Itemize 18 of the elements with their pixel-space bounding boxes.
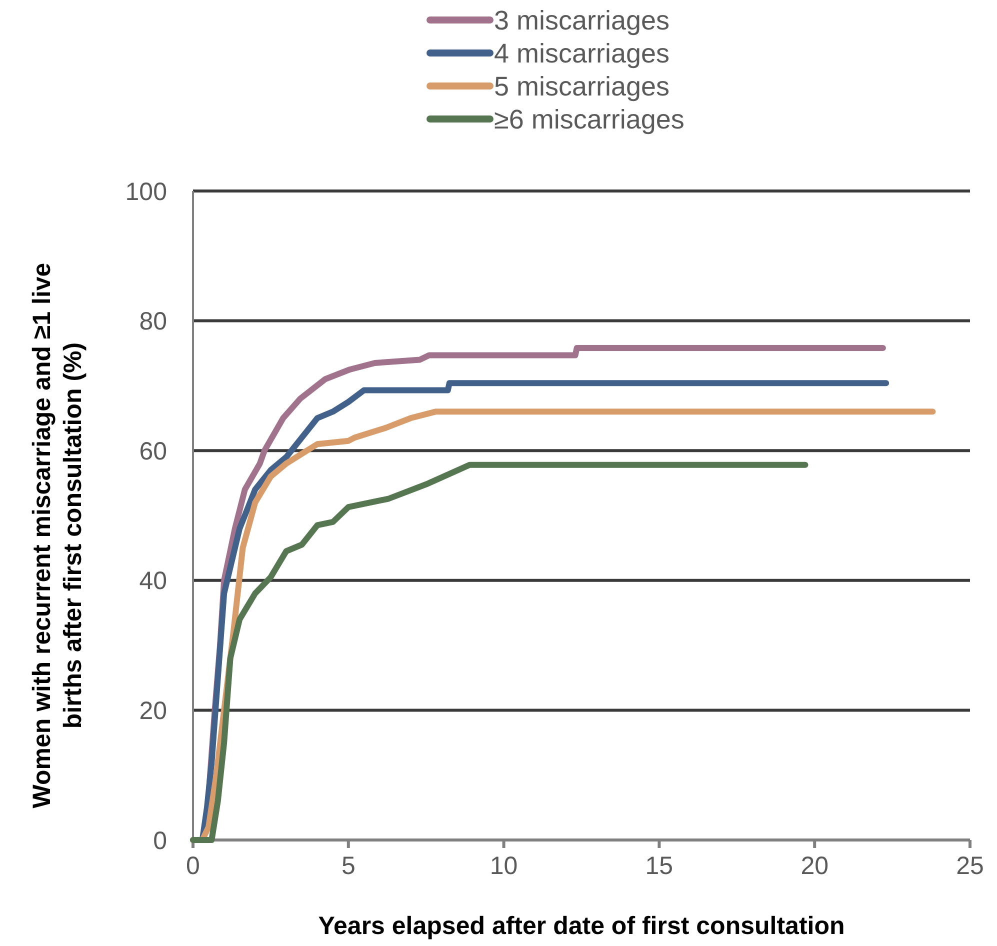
legend-label: 4 miscarriages — [494, 38, 670, 68]
x-tick-label: 25 — [956, 852, 984, 880]
y-tick-label: 40 — [139, 567, 167, 596]
legend-label: ≥6 miscarriages — [494, 104, 684, 134]
x-tick-label: 15 — [645, 852, 674, 880]
y-tick-label: 100 — [125, 178, 167, 206]
y-axis-title: Women with recurrent miscarriage and ≥1 live births after first consultation (%) — [28, 262, 87, 808]
x-axis-title: Years elapsed after date of first consultation — [318, 912, 845, 940]
legend-label: 3 miscarriages — [494, 5, 670, 36]
y-tick-label: 80 — [139, 308, 167, 336]
x-tick-label: 0 — [186, 852, 200, 880]
y-tick-label: 0 — [153, 826, 167, 855]
legend-label: 5 miscarriages — [494, 71, 670, 102]
x-tick-label: 10 — [490, 852, 518, 880]
y-tick-label: 60 — [139, 437, 167, 466]
x-tick-label: 5 — [341, 852, 356, 880]
y-tick-label: 20 — [139, 696, 167, 725]
x-tick-label: 20 — [800, 852, 829, 880]
